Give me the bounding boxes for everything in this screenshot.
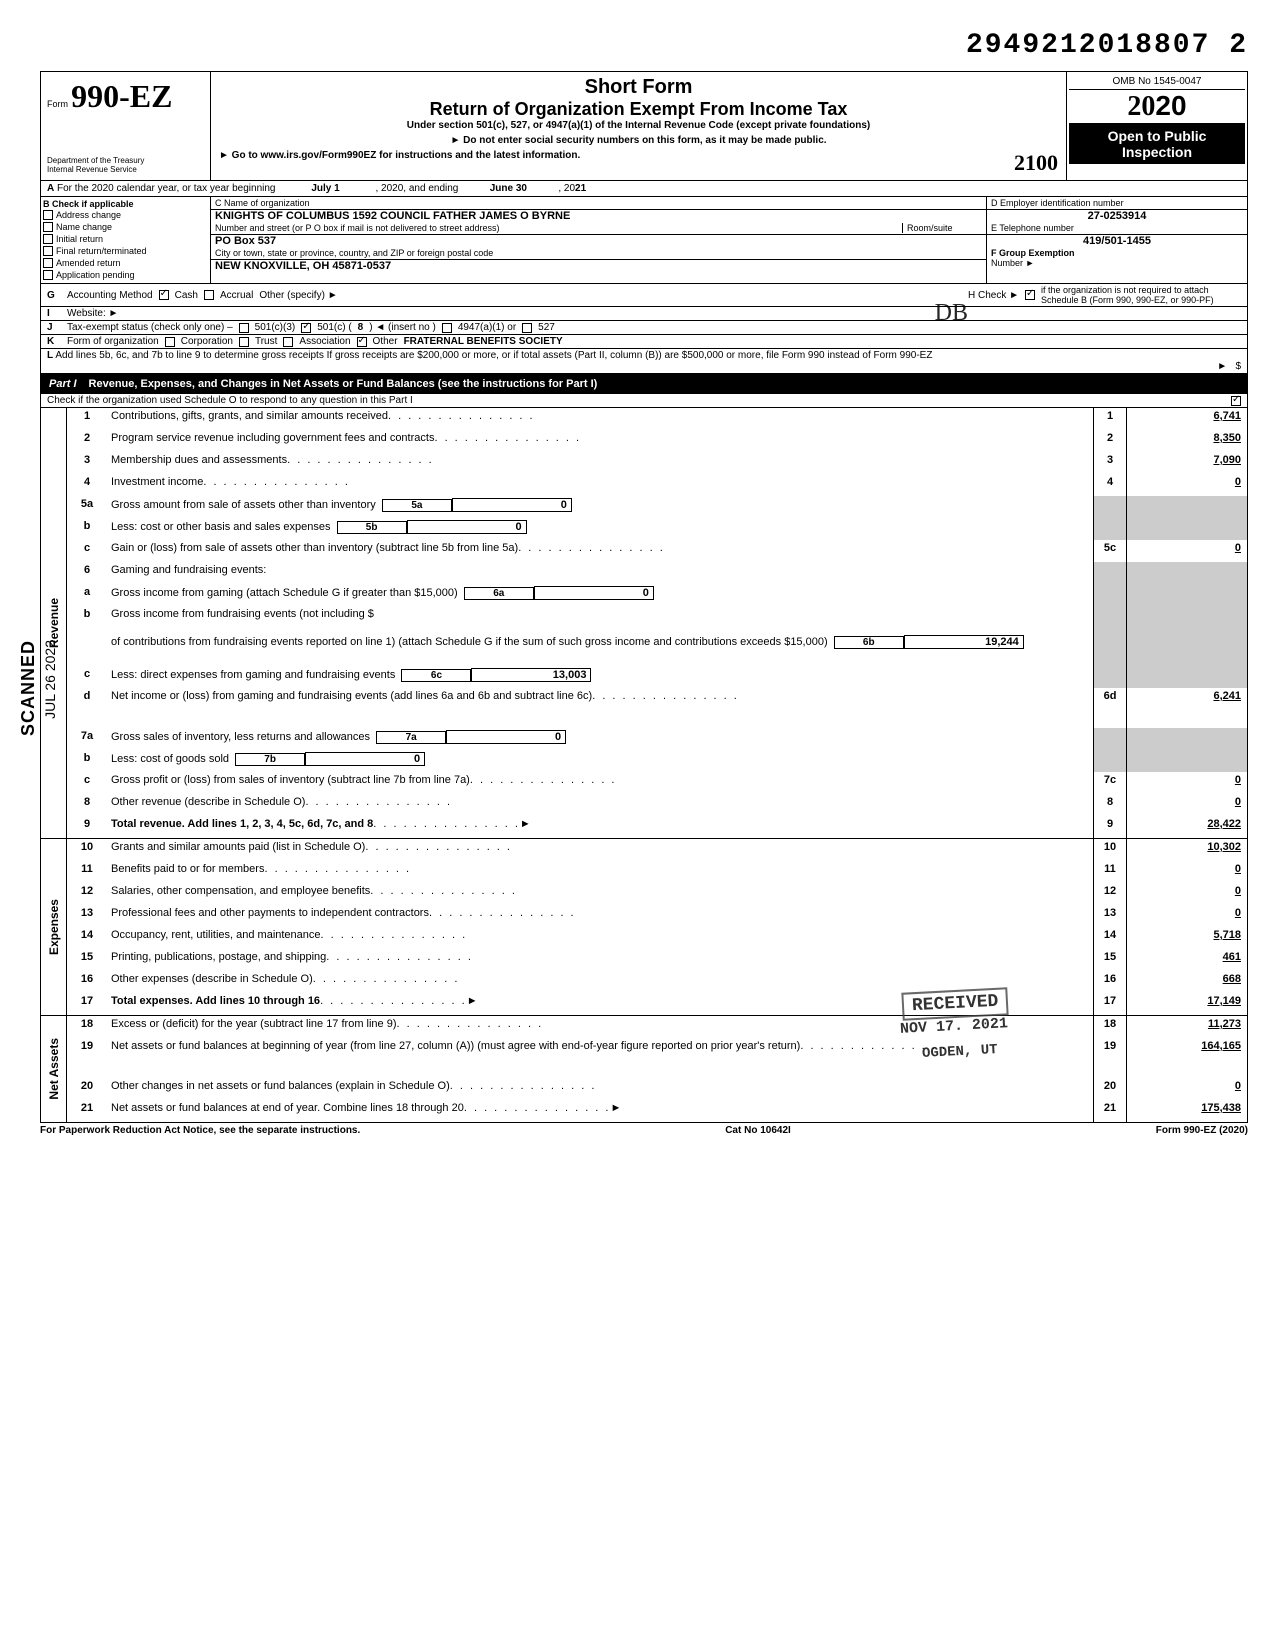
line-9: 9Total revenue. Add lines 1, 2, 3, 4, 5c… [67, 816, 1247, 838]
checkbox-name-change[interactable] [43, 222, 53, 232]
line-21: 21Net assets or fund balances at end of … [67, 1100, 1247, 1122]
row-i-website: I Website: ► [40, 307, 1248, 321]
city-label: City or town, state or province, country… [211, 247, 986, 260]
part-1-header: Part I Revenue, Expenses, and Changes in… [40, 374, 1248, 394]
line-6: 6Gaming and fundraising events: [67, 562, 1247, 584]
line-3: 3Membership dues and assessments37,090 [67, 452, 1247, 474]
expenses-group-label: Expenses [47, 899, 61, 955]
address-label: Number and street (or P O box if mail is… [215, 223, 902, 233]
phone-label: E Telephone number [987, 222, 1247, 235]
line-12: 12Salaries, other compensation, and empl… [67, 883, 1247, 905]
form-title: Return of Organization Exempt From Incom… [219, 99, 1058, 120]
checkbox-accrual[interactable] [204, 290, 214, 300]
checkbox-501c[interactable] [301, 323, 311, 333]
line-5b: bLess: cost or other basis and sales exp… [67, 518, 1247, 540]
line-7c: cGross profit or (loss) from sales of in… [67, 772, 1247, 794]
group-exemption-label: F Group Exemption [991, 248, 1075, 258]
part-1-check-line: Check if the organization used Schedule … [40, 394, 1248, 408]
open-public-label: Open to Public [1073, 128, 1241, 144]
scanned-date-stamp: JUL 26 2022 [42, 640, 58, 719]
checkbox-schedule-o-used[interactable] [1231, 396, 1241, 406]
group-exemption-number-label: Number ► [991, 258, 1034, 268]
checkbox-501c3[interactable] [239, 323, 249, 333]
ssn-warning: ► Do not enter social security numbers o… [219, 135, 1058, 146]
line-20: 20Other changes in net assets or fund ba… [67, 1078, 1247, 1100]
org-city: NEW KNOXVILLE, OH 45871-0537 [211, 260, 986, 272]
inspection-label: Inspection [1073, 144, 1241, 160]
document-locator-number: 2949212018807 2 [40, 30, 1248, 61]
org-name: KNIGHTS OF COLUMBUS 1592 COUNCIL FATHER … [211, 210, 986, 222]
db-initials-stamp: DB [935, 300, 968, 327]
line-16: 16Other expenses (describe in Schedule O… [67, 971, 1247, 993]
checkbox-application-pending[interactable] [43, 270, 53, 280]
checkbox-cash[interactable] [159, 290, 169, 300]
line-5c: cGain or (loss) from sale of assets othe… [67, 540, 1247, 562]
checkbox-initial-return[interactable] [43, 234, 53, 244]
line-5a: 5aGross amount from sale of assets other… [67, 496, 1247, 518]
row-a-tax-year: A For the 2020 calendar year, or tax yea… [40, 181, 1248, 197]
line-7a: 7aGross sales of inventory, less returns… [67, 728, 1247, 750]
line-2: 2Program service revenue including gover… [67, 430, 1247, 452]
line-8: 8Other revenue (describe in Schedule O)8… [67, 794, 1247, 816]
section-b-header: B Check if applicable [43, 199, 208, 209]
phone-value: 419/501-1455 [987, 235, 1247, 247]
checkbox-amended-return[interactable] [43, 258, 53, 268]
short-form-label: Short Form [219, 76, 1058, 99]
entity-info-block: B Check if applicable Address change Nam… [40, 197, 1248, 284]
line-7b: bLess: cost of goods sold 7b0 [67, 750, 1247, 772]
tax-year: 2020 [1069, 90, 1245, 124]
line-6a: aGross income from gaming (attach Schedu… [67, 584, 1247, 606]
other-org-value: FRATERNAL BENEFITS SOCIETY [404, 336, 563, 347]
line-15: 15Printing, publications, postage, and s… [67, 949, 1247, 971]
line-14: 14Occupancy, rent, utilities, and mainte… [67, 927, 1247, 949]
name-label: C Name of organization [211, 197, 986, 210]
line-13: 13Professional fees and other payments t… [67, 905, 1247, 927]
irs-link-line: ► Go to www.irs.gov/Form990EZ for instru… [219, 150, 580, 176]
ein-value: 27-0253914 [987, 210, 1247, 222]
omb-number: OMB No 1545-0047 [1069, 74, 1245, 90]
row-g-accounting: G Accounting Method Cash Accrual Other (… [40, 284, 1248, 307]
form-header: Form 990-EZ Department of the Treasury I… [40, 71, 1248, 181]
checkbox-schedule-b-not-required[interactable] [1025, 290, 1035, 300]
handwritten-date: 2100 [1014, 150, 1058, 176]
row-j-tax-status: J Tax-exempt status (check only one) – 5… [40, 321, 1248, 335]
scanned-stamp: SCANNED [18, 640, 39, 736]
form-label: Form [47, 99, 68, 109]
page-footer: For Paperwork Reduction Act Notice, see … [40, 1123, 1248, 1138]
line-11: 11Benefits paid to or for members110 [67, 861, 1247, 883]
line-17: 17Total expenses. Add lines 10 through 1… [67, 993, 1247, 1015]
org-address: PO Box 537 [211, 235, 986, 247]
checkbox-527[interactable] [522, 323, 532, 333]
checkbox-corporation[interactable] [165, 337, 175, 347]
line-10: 10Grants and similar amounts paid (list … [67, 839, 1247, 861]
checkbox-association[interactable] [283, 337, 293, 347]
net-assets-group-label: Net Assets [47, 1038, 61, 1100]
line-19: 19Net assets or fund balances at beginni… [67, 1038, 1247, 1078]
checkbox-address-change[interactable] [43, 210, 53, 220]
line-6c: cLess: direct expenses from gaming and f… [67, 666, 1247, 688]
form-number: 990-EZ [71, 78, 172, 114]
checkbox-other-org[interactable] [357, 337, 367, 347]
line-6b: bGross income from fundraising events (n… [67, 606, 1247, 666]
row-l-gross-receipts: L Add lines 5b, 6c, and 7b to line 9 to … [40, 349, 1248, 374]
row-k-form-of-org: K Form of organization Corporation Trust… [40, 335, 1248, 349]
checkbox-final-return[interactable] [43, 246, 53, 256]
form-subtitle: Under section 501(c), 527, or 4947(a)(1)… [219, 120, 1058, 131]
line-18: 18Excess or (deficit) for the year (subt… [67, 1016, 1247, 1038]
department-label: Department of the Treasury Internal Reve… [47, 156, 204, 174]
room-suite-label: Room/suite [902, 223, 982, 233]
line-1: 1Contributions, gifts, grants, and simil… [67, 408, 1247, 430]
ein-label: D Employer identification number [987, 197, 1247, 210]
line-4: 4Investment income40 [67, 474, 1247, 496]
checkbox-trust[interactable] [239, 337, 249, 347]
line-6d: dNet income or (loss) from gaming and fu… [67, 688, 1247, 728]
checkbox-4947a1[interactable] [442, 323, 452, 333]
